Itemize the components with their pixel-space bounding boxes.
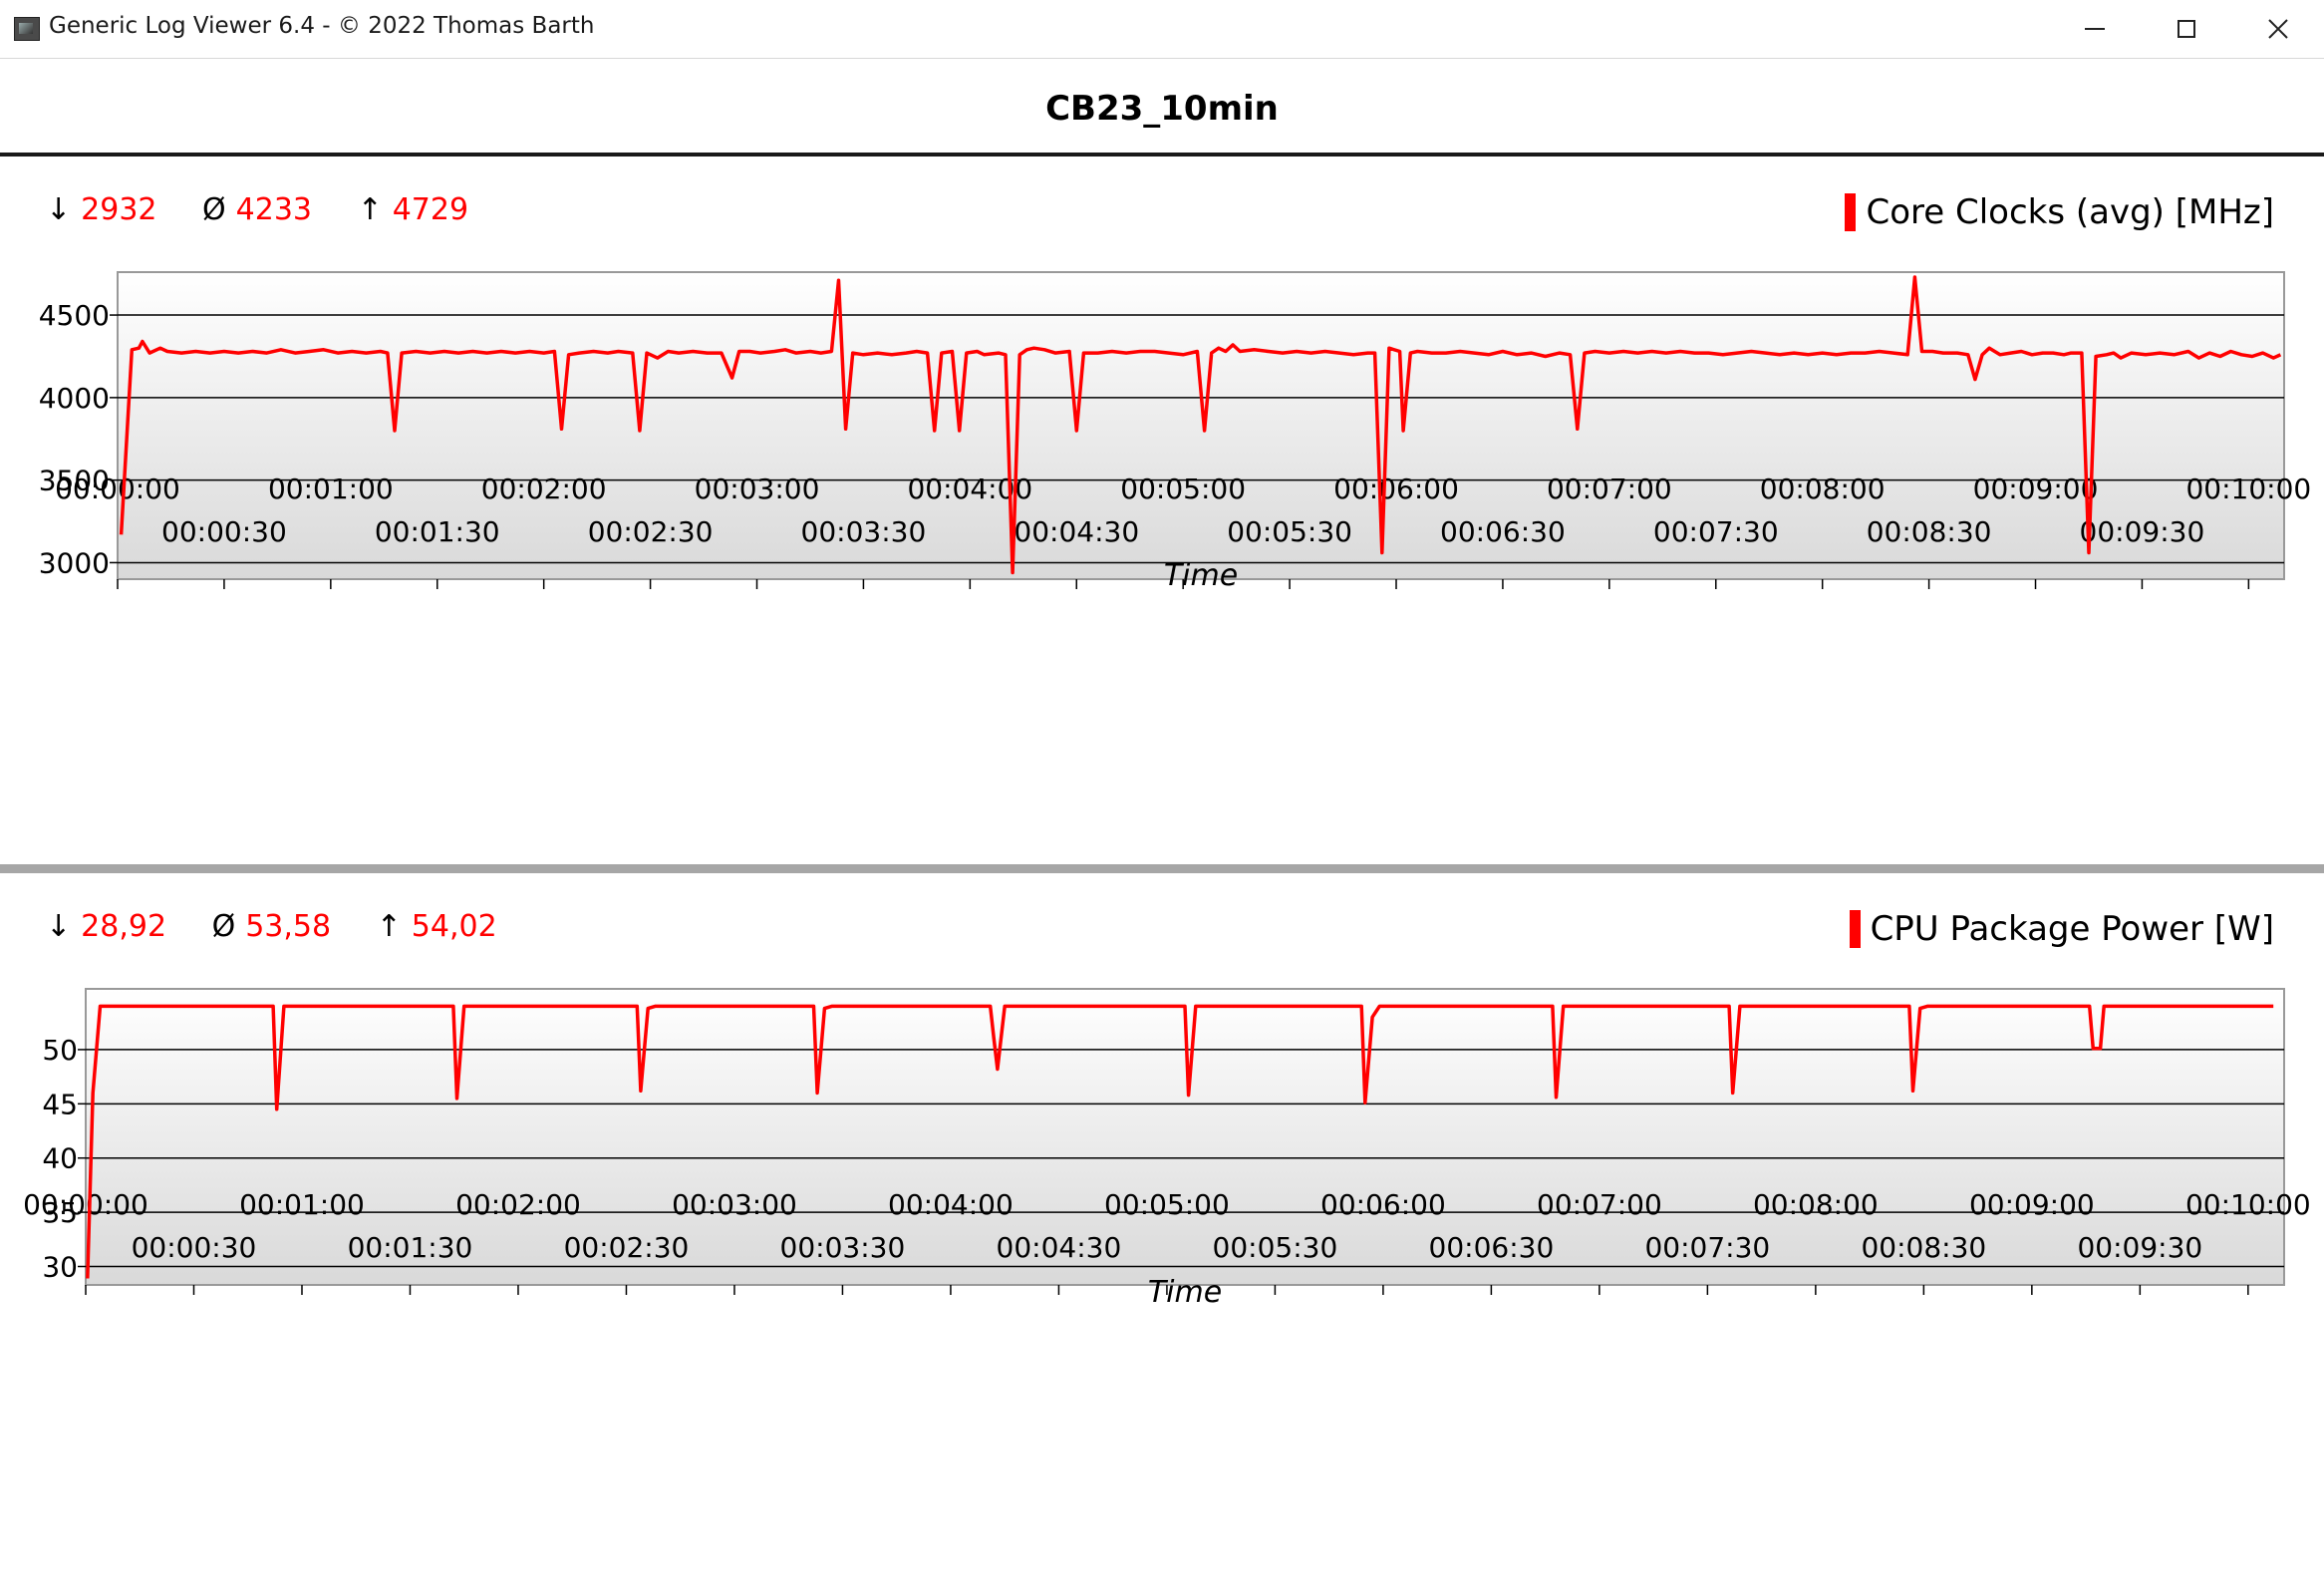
maximize-icon: [2178, 20, 2195, 38]
chart-header: CB23_10min: [0, 59, 2324, 157]
stat-avg-value: 4233: [235, 192, 313, 227]
legend[interactable]: Core Clocks (avg) [MHz]: [1845, 192, 2274, 232]
x-tick-label: 00:02:30: [588, 515, 714, 548]
x-tick-label: 00:07:00: [1537, 1188, 1662, 1221]
window-title: Generic Log Viewer 6.4 - © 2022 Thomas B…: [49, 13, 595, 39]
x-tick-label: 00:00:00: [23, 1188, 148, 1221]
y-tick-label: 4000: [39, 382, 110, 415]
stat-min: ↓ 28,92: [46, 909, 166, 944]
stat-max: ↑ 4729: [358, 192, 469, 227]
x-tick-label: 00:08:00: [1760, 473, 1886, 505]
stat-max-value: 54,02: [411, 909, 497, 944]
x-tick-label: 00:02:00: [481, 473, 607, 505]
y-tick-label: 45: [42, 1088, 78, 1120]
x-tick-label: 00:03:30: [801, 515, 927, 548]
y-tick-label: 3500: [39, 465, 110, 497]
x-tick-label: 00:05:00: [1120, 473, 1246, 505]
stat-max: ↑ 54,02: [377, 909, 497, 944]
stats-summary: ↓ 28,92 Ø 53,58 ↑ 54,02: [46, 909, 533, 944]
x-tick-label: 00:09:30: [2077, 1231, 2202, 1264]
x-tick-label: 00:09:00: [1973, 473, 2099, 505]
avg-symbol-icon: Ø: [211, 909, 236, 944]
min-arrow-icon: ↓: [46, 909, 72, 944]
x-tick-label: 00:08:00: [1753, 1188, 1879, 1221]
x-tick-label: 00:02:00: [455, 1188, 581, 1221]
stat-avg: Ø 53,58: [212, 909, 332, 944]
x-tick-label: 00:04:30: [997, 1231, 1122, 1264]
x-tick-label: 00:07:30: [1653, 515, 1779, 548]
x-tick-label: 00:07:00: [1547, 473, 1672, 505]
x-tick-label: 00:06:00: [1320, 1188, 1446, 1221]
x-tick-label: 00:07:30: [1644, 1231, 1770, 1264]
x-tick-label: 00:10:00: [2185, 473, 2311, 505]
stat-min-value: 28,92: [81, 909, 167, 944]
minimize-button[interactable]: [2049, 0, 2141, 58]
x-tick-label: 00:10:00: [2185, 1188, 2311, 1221]
stat-avg: Ø 4233: [202, 192, 312, 227]
legend-label: CPU Package Power [W]: [1870, 909, 2274, 949]
y-tick-label: 35: [42, 1196, 78, 1229]
y-tick-label: 30: [42, 1251, 78, 1284]
x-tick-label: 00:06:30: [1440, 515, 1566, 548]
max-arrow-icon: ↑: [357, 192, 383, 227]
x-tick-label: 00:02:30: [564, 1231, 690, 1264]
chart-panel-cpu-power: ↓ 28,92 Ø 53,58 ↑ 54,02 CPU Package Power […: [0, 873, 2324, 1577]
max-arrow-icon: ↑: [376, 909, 402, 944]
page-title: CB23_10min: [1045, 89, 1279, 129]
x-axis-label: Time: [1148, 1275, 1222, 1310]
x-tick-label: 00:00:30: [132, 1231, 257, 1264]
chart-core-clocks[interactable]: 3000 3500 4000 4500 00:00:00 00:00:30 00:01:00…: [0, 157, 2324, 865]
x-tick-label: 00:03:00: [672, 1188, 797, 1221]
legend-swatch: [1849, 910, 1861, 948]
window-title-bar: Generic Log Viewer 6.4 - © 2022 Thomas B…: [0, 0, 2324, 59]
x-tick-label: 00:05:30: [1227, 515, 1352, 548]
app-icon: [14, 17, 40, 41]
x-tick-label: 00:04:30: [1014, 515, 1139, 548]
x-tick-label: 00:01:00: [239, 1188, 365, 1221]
x-tick-label: 00:01:30: [375, 515, 500, 548]
legend[interactable]: CPU Package Power [W]: [1849, 909, 2274, 949]
x-tick-label: 00:09:00: [1969, 1188, 2095, 1221]
legend-label: Core Clocks (avg) [MHz]: [1866, 192, 2274, 232]
panel-splitter[interactable]: [0, 864, 2324, 873]
x-tick-label: 00:08:30: [1861, 1231, 1986, 1264]
x-tick-label: 00:06:00: [1333, 473, 1459, 505]
chart-cpu-package-power[interactable]: 30 35 40 45 50 00:00:00 00:00:30 00:01:00 00:01:…: [0, 873, 2324, 1577]
x-tick-label: 00:03:00: [695, 473, 820, 505]
series-line: [119, 275, 2282, 575]
close-icon: [2268, 19, 2288, 39]
y-tick-label: 50: [42, 1034, 78, 1067]
legend-swatch: [1845, 193, 1857, 231]
close-button[interactable]: [2232, 0, 2324, 58]
stat-min-value: 2932: [81, 192, 157, 227]
stats-summary: ↓ 2932 Ø 4233 ↑ 4729: [46, 192, 504, 227]
min-arrow-icon: ↓: [46, 192, 72, 227]
x-tick-label: 00:00:30: [161, 515, 287, 548]
stat-min: ↓ 2932: [46, 192, 157, 227]
plot-area: [117, 271, 2285, 580]
x-tick-label: 00:01:30: [348, 1231, 473, 1264]
x-tick-label: 00:04:00: [888, 1188, 1014, 1221]
x-tick-label: 00:03:30: [780, 1231, 906, 1264]
stat-max-value: 4729: [392, 192, 469, 227]
stat-avg-value: 53,58: [245, 909, 332, 944]
x-axis-label: Time: [1164, 558, 1238, 593]
y-tick-label: 3000: [39, 546, 110, 579]
x-tick-label: 00:09:30: [2080, 515, 2205, 548]
x-tick-label: 00:06:30: [1429, 1231, 1555, 1264]
x-tick-label: 00:08:30: [1867, 515, 1992, 548]
minimize-icon: [2085, 28, 2105, 30]
maximize-button[interactable]: [2141, 0, 2232, 58]
series-line: [86, 1004, 2274, 1279]
x-tick-label: 00:00:00: [55, 473, 180, 505]
chart-panel-core-clocks: ↓ 2932 Ø 4233 ↑ 4729 Core Clocks (avg) [MHz…: [0, 157, 2324, 865]
avg-symbol-icon: Ø: [202, 192, 226, 227]
y-tick-label: 40: [42, 1142, 78, 1175]
y-tick-label: 4500: [39, 299, 110, 332]
x-tick-label: 00:05:30: [1213, 1231, 1338, 1264]
x-tick-label: 00:01:00: [268, 473, 394, 505]
x-tick-label: 00:05:00: [1104, 1188, 1230, 1221]
